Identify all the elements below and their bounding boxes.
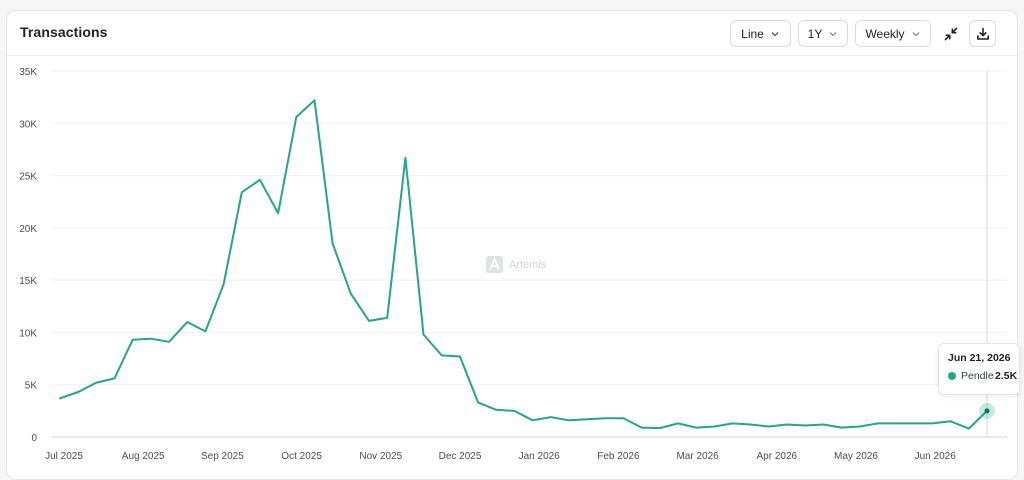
card-title: Transactions bbox=[20, 24, 108, 40]
x-tick-label: Apr 2026 bbox=[757, 451, 798, 462]
range-dropdown[interactable]: 1Y bbox=[798, 20, 848, 47]
y-tick-label: 5K bbox=[25, 381, 38, 392]
y-tick-label: 15K bbox=[19, 276, 37, 287]
y-tick-label: 35K bbox=[19, 67, 37, 78]
interval-dropdown[interactable]: Weekly bbox=[855, 20, 931, 47]
artemis-watermark: Artemis bbox=[486, 256, 546, 273]
chevron-down-icon bbox=[829, 31, 837, 36]
x-tick-label: Jan 2026 bbox=[519, 451, 561, 462]
artemis-logo-icon bbox=[486, 256, 503, 273]
y-tick-label: 30K bbox=[19, 119, 37, 130]
collapse-icon bbox=[944, 27, 957, 40]
y-tick-label: 25K bbox=[19, 172, 37, 183]
x-tick-label: Oct 2025 bbox=[281, 451, 322, 462]
x-tick-label: Mar 2026 bbox=[676, 451, 719, 462]
watermark-text: Artemis bbox=[509, 258, 547, 271]
interval-label: Weekly bbox=[865, 26, 905, 41]
hover-marker-dot bbox=[984, 408, 990, 414]
x-tick-label: Feb 2026 bbox=[597, 451, 640, 462]
series-line-pendle bbox=[59, 99, 988, 430]
x-tick-label: May 2026 bbox=[834, 451, 878, 462]
chevron-down-icon bbox=[771, 31, 779, 36]
y-tick-label: 20K bbox=[19, 224, 37, 235]
hover-tooltip: Jun 21, 2026 Pendle 2.5K bbox=[938, 343, 1020, 395]
y-tick-label: 10K bbox=[19, 328, 37, 339]
x-tick-label: Dec 2025 bbox=[439, 451, 482, 462]
y-tick-label: 0 bbox=[31, 433, 37, 444]
card-header: Transactions Line 1Y Weekly bbox=[7, 11, 1017, 56]
tooltip-value: 2.5K bbox=[995, 370, 1018, 382]
chevron-down-icon bbox=[912, 31, 920, 36]
download-button[interactable] bbox=[969, 20, 996, 47]
range-label: 1Y bbox=[807, 26, 823, 41]
chart-type-dropdown[interactable]: Line bbox=[730, 20, 791, 47]
x-tick-label: Jul 2025 bbox=[45, 451, 83, 462]
tooltip-series-dot bbox=[948, 372, 956, 380]
collapse-button[interactable] bbox=[937, 20, 964, 47]
transactions-card: Transactions Line 1Y Weekly 0 5K 10K 15K 20 bbox=[6, 10, 1018, 480]
download-icon bbox=[976, 27, 989, 40]
tooltip-date: Jun 21, 2026 bbox=[948, 352, 1011, 364]
tooltip-series-name: Pendle bbox=[961, 370, 994, 382]
x-tick-label: Nov 2025 bbox=[359, 451, 402, 462]
line-chart[interactable]: 0 5K 10K 15K 20K 25K 30K 35K Jul 2025 Aug 2025 Sep… bbox=[7, 11, 1018, 471]
chart-type-label: Line bbox=[741, 26, 764, 41]
x-tick-label: Jun 2026 bbox=[915, 451, 957, 462]
x-tick-label: Aug 2025 bbox=[122, 451, 165, 462]
x-tick-label: Sep 2025 bbox=[201, 451, 244, 462]
